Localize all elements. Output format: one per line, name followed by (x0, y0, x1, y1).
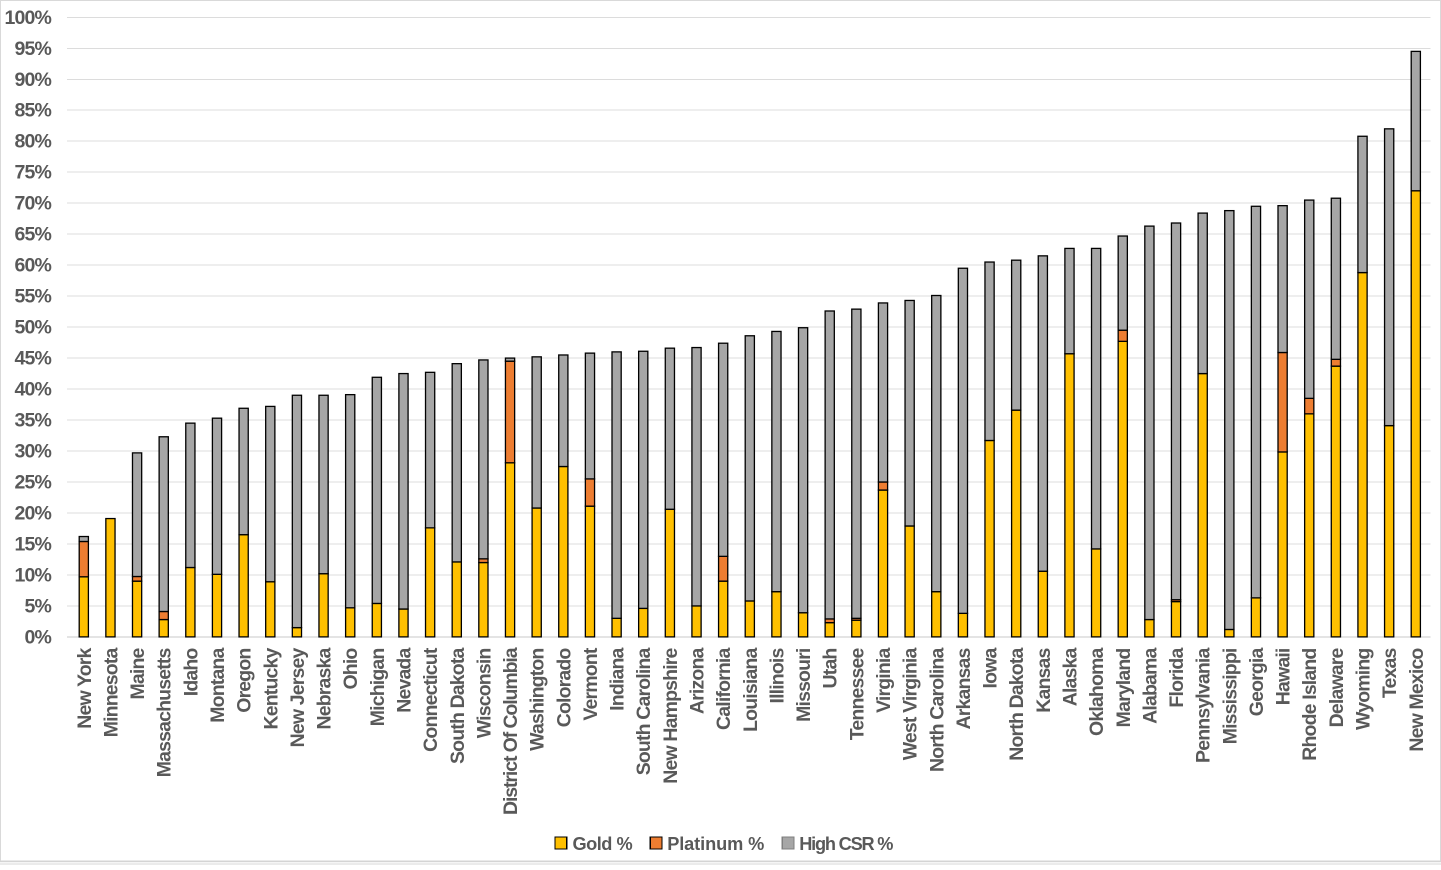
svg-text:Louisiana: Louisiana (740, 648, 762, 732)
svg-text:Washington: Washington (527, 649, 549, 751)
svg-text:California: California (713, 648, 735, 730)
svg-text:Minnesota: Minnesota (100, 648, 122, 738)
svg-text:Michigan: Michigan (367, 649, 389, 727)
svg-text:90%: 90% (15, 69, 52, 91)
svg-text:Nebraska: Nebraska (314, 648, 336, 730)
svg-text:Missouri: Missouri (793, 648, 815, 722)
svg-text:Kentucky: Kentucky (260, 648, 282, 730)
svg-text:10%: 10% (15, 564, 52, 586)
svg-text:50%: 50% (15, 317, 52, 339)
svg-text:95%: 95% (15, 38, 52, 60)
svg-text:Arkansas: Arkansas (953, 648, 975, 730)
svg-text:100%: 100% (5, 7, 52, 29)
svg-text:Maryland: Maryland (1113, 649, 1135, 728)
svg-text:New Jersey: New Jersey (287, 647, 309, 747)
svg-text:Maine: Maine (127, 647, 149, 699)
svg-text:70%: 70% (15, 193, 52, 215)
svg-text:Alabama: Alabama (1139, 648, 1161, 724)
svg-text:New Hampshire: New Hampshire (660, 647, 682, 783)
svg-text:Ohio: Ohio (340, 648, 362, 690)
svg-text:South Dakota: South Dakota (447, 648, 469, 764)
svg-text:20%: 20% (15, 503, 52, 525)
svg-text:40%: 40% (15, 379, 52, 401)
svg-text:Platinum %: Platinum % (667, 834, 764, 854)
svg-text:Pennsylvania: Pennsylvania (1193, 648, 1215, 763)
svg-text:Virginia: Virginia (873, 648, 895, 713)
svg-text:60%: 60% (15, 255, 52, 277)
svg-text:Rhode Island: Rhode Island (1299, 649, 1321, 761)
svg-text:Alaska: Alaska (1059, 647, 1081, 706)
svg-text:Kansas: Kansas (1033, 648, 1055, 713)
svg-text:Hawaii: Hawaii (1273, 648, 1295, 705)
svg-text:5%: 5% (25, 595, 52, 617)
svg-text:Idaho: Idaho (180, 648, 202, 697)
svg-text:Montana: Montana (207, 648, 229, 723)
svg-text:Indiana: Indiana (607, 647, 629, 710)
svg-text:Wyoming: Wyoming (1353, 649, 1375, 730)
svg-text:Massachusetts: Massachusetts (154, 647, 176, 777)
svg-text:65%: 65% (15, 224, 52, 246)
svg-text:Nevada: Nevada (393, 648, 415, 713)
svg-text:Delaware: Delaware (1326, 648, 1348, 728)
svg-text:Georgia: Georgia (1246, 648, 1268, 717)
svg-text:35%: 35% (15, 410, 52, 432)
svg-text:Tennessee: Tennessee (846, 648, 868, 741)
svg-text:West Virginia: West Virginia (900, 648, 922, 761)
svg-text:New York: New York (74, 647, 96, 728)
svg-text:45%: 45% (15, 348, 52, 370)
svg-text:25%: 25% (15, 472, 52, 494)
svg-text:0%: 0% (25, 626, 52, 648)
svg-text:Oklahoma: Oklahoma (1086, 647, 1108, 735)
svg-text:15%: 15% (15, 534, 52, 556)
svg-text:Mississippi: Mississippi (1219, 648, 1241, 744)
svg-text:55%: 55% (15, 286, 52, 308)
svg-text:80%: 80% (15, 131, 52, 153)
svg-text:75%: 75% (15, 162, 52, 184)
svg-text:Oregon: Oregon (234, 649, 256, 713)
svg-text:Vermont: Vermont (580, 647, 602, 720)
svg-text:Gold %: Gold % (573, 834, 633, 854)
svg-text:New Mexico: New Mexico (1406, 648, 1428, 752)
svg-text:Utah: Utah (820, 649, 842, 689)
svg-text:85%: 85% (15, 100, 52, 122)
svg-text:South Carolina: South Carolina (633, 648, 655, 776)
svg-text:High CSR %: High CSR % (799, 834, 893, 854)
svg-text:Illinois: Illinois (766, 648, 788, 704)
svg-text:Connecticut: Connecticut (420, 647, 442, 752)
svg-text:North Dakota: North Dakota (1006, 648, 1028, 761)
svg-text:Florida: Florida (1166, 648, 1188, 708)
svg-text:District Of Columbia: District Of Columbia (500, 647, 522, 815)
svg-text:Wisconsin: Wisconsin (473, 649, 495, 739)
svg-text:North Carolina: North Carolina (926, 648, 948, 773)
svg-text:Colorado: Colorado (553, 648, 575, 728)
svg-text:30%: 30% (15, 441, 52, 463)
svg-text:Iowa: Iowa (980, 648, 1002, 689)
svg-text:Arizona: Arizona (687, 648, 709, 715)
svg-text:Texas: Texas (1379, 648, 1401, 699)
